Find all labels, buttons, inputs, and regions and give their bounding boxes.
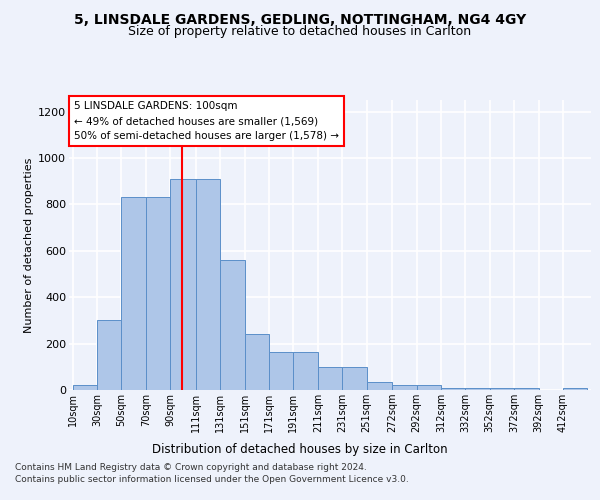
Bar	[441, 388, 466, 390]
Bar	[269, 352, 293, 390]
Text: Distribution of detached houses by size in Carlton: Distribution of detached houses by size …	[152, 442, 448, 456]
Bar	[392, 386, 416, 390]
Bar	[367, 382, 392, 390]
Bar	[170, 179, 196, 390]
Bar	[490, 388, 514, 390]
Text: Size of property relative to detached houses in Carlton: Size of property relative to detached ho…	[128, 25, 472, 38]
Bar	[97, 320, 121, 390]
Bar	[416, 386, 441, 390]
Bar	[73, 386, 97, 390]
Text: Contains public sector information licensed under the Open Government Licence v3: Contains public sector information licen…	[15, 475, 409, 484]
Bar	[318, 367, 342, 390]
Y-axis label: Number of detached properties: Number of detached properties	[24, 158, 34, 332]
Bar	[196, 179, 220, 390]
Bar	[220, 260, 245, 390]
Text: Contains HM Land Registry data © Crown copyright and database right 2024.: Contains HM Land Registry data © Crown c…	[15, 462, 367, 471]
Bar	[342, 367, 367, 390]
Bar	[293, 352, 318, 390]
Bar	[563, 388, 587, 390]
Bar	[514, 388, 539, 390]
Bar	[245, 334, 269, 390]
Bar	[466, 388, 490, 390]
Text: 5 LINSDALE GARDENS: 100sqm
← 49% of detached houses are smaller (1,569)
50% of s: 5 LINSDALE GARDENS: 100sqm ← 49% of deta…	[74, 102, 339, 141]
Bar	[146, 198, 170, 390]
Text: 5, LINSDALE GARDENS, GEDLING, NOTTINGHAM, NG4 4GY: 5, LINSDALE GARDENS, GEDLING, NOTTINGHAM…	[74, 12, 526, 26]
Bar	[121, 198, 146, 390]
